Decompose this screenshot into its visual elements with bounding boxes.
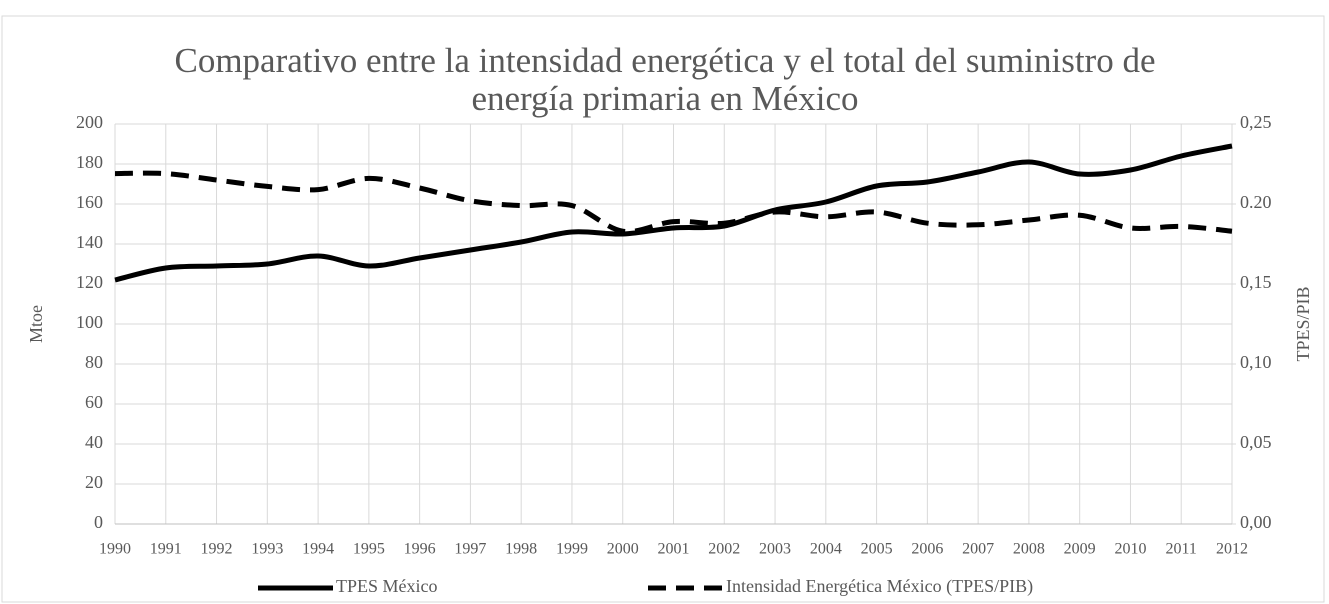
y-tick-label: 120 xyxy=(76,272,103,292)
series-line xyxy=(114,170,1233,235)
y-tick-label: 60 xyxy=(85,392,103,412)
y2-tick-label: 0,10 xyxy=(1240,352,1272,372)
legend-label: TPES México xyxy=(336,576,438,596)
y2-tick-label: 0,15 xyxy=(1240,272,1272,292)
x-tick-label: 2010 xyxy=(1114,541,1146,558)
y-axis-label: Mtoe xyxy=(26,305,46,343)
x-tick-label: 1990 xyxy=(99,541,131,558)
x-tick-label: 2012 xyxy=(1216,541,1248,558)
x-tick-label: 2004 xyxy=(810,541,842,558)
chart-title: Comparativo entre la intensidad energéti… xyxy=(174,41,1156,118)
x-tick-label: 2011 xyxy=(1166,541,1197,558)
y-tick-label: 80 xyxy=(85,352,103,372)
y-tick-label: 0 xyxy=(94,512,103,532)
x-tick-label: 1997 xyxy=(454,541,486,558)
x-tick-label: 2002 xyxy=(708,541,740,558)
y-tick-label: 200 xyxy=(76,112,103,132)
legend-label: Intensidad Energética México (TPES/PIB) xyxy=(726,576,1033,597)
x-tick-label: 2008 xyxy=(1013,541,1045,558)
x-tick-label: 1996 xyxy=(404,541,436,558)
y-tick-label: 40 xyxy=(85,432,103,452)
y2-tick-label: 0,25 xyxy=(1240,112,1272,132)
x-tick-label: 1994 xyxy=(302,541,334,558)
y-tick-label: 180 xyxy=(76,152,103,172)
x-tick-label: 2009 xyxy=(1064,541,1096,558)
x-tick-label: 1992 xyxy=(201,541,233,558)
y-tick-label: 140 xyxy=(76,232,103,252)
x-tick-label: 1995 xyxy=(353,541,385,558)
x-tick-label: 2003 xyxy=(759,541,791,558)
y-tick-label: 20 xyxy=(85,472,103,492)
chart-border xyxy=(1,15,1325,603)
x-tick-label: 2005 xyxy=(861,541,893,558)
y2-axis-label: TPES/PIB xyxy=(1293,286,1313,361)
y2-tick-label: 0,05 xyxy=(1240,432,1272,452)
x-tick-label: 1998 xyxy=(505,541,537,558)
x-tick-label: 1999 xyxy=(556,541,588,558)
y2-tick-label: 0.20 xyxy=(1240,192,1272,212)
y-tick-label: 100 xyxy=(76,312,103,332)
x-tick-label: 2001 xyxy=(658,541,690,558)
x-tick-label: 2007 xyxy=(962,541,994,558)
x-tick-label: 1993 xyxy=(251,541,283,558)
x-tick-label: 2006 xyxy=(911,541,943,558)
x-tick-label: 1991 xyxy=(150,541,182,558)
y-tick-label: 160 xyxy=(76,192,103,212)
x-tick-label: 2000 xyxy=(607,541,639,558)
y2-tick-label: 0,00 xyxy=(1240,512,1272,532)
series-line xyxy=(114,143,1233,283)
